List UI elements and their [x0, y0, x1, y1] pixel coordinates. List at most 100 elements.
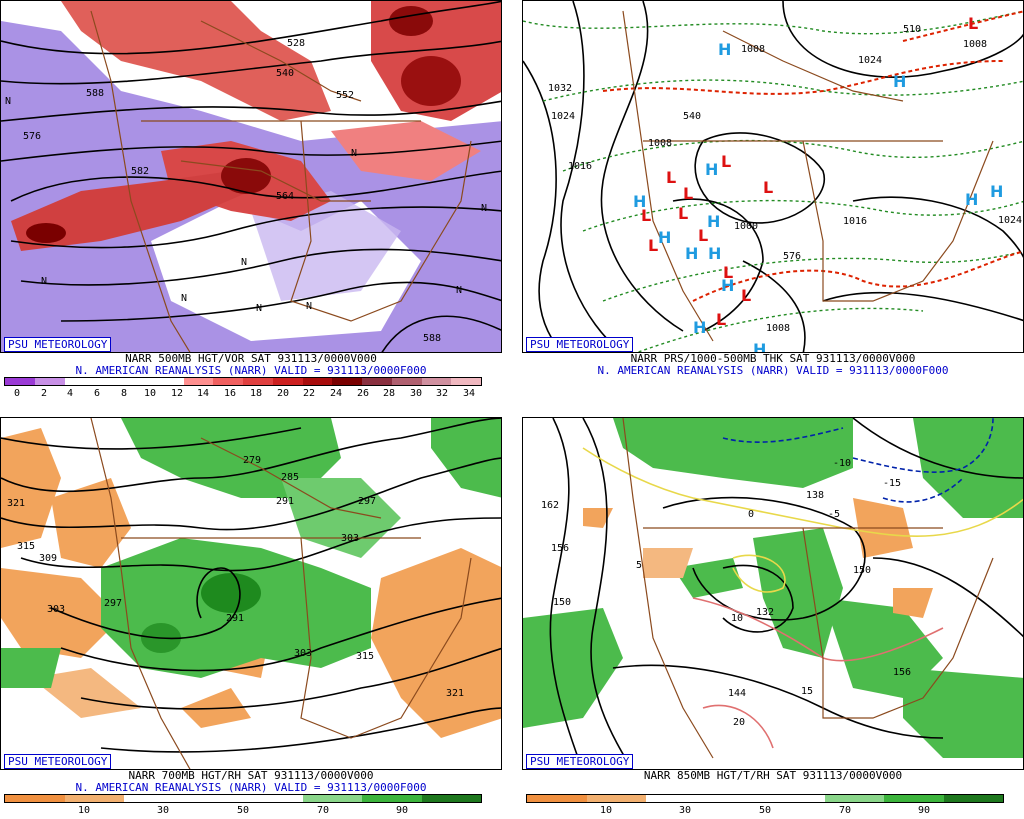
- map-700mb-svg: 279 285 291 297 303 321 315 309 303 297 …: [1, 418, 501, 769]
- contour-label: 1016: [568, 161, 592, 172]
- colorbar-tick-label: 12: [170, 388, 184, 399]
- psu-meteorology-credit: PSU METEOROLOGY: [526, 337, 634, 352]
- dry-region: [643, 548, 693, 578]
- colorbar-tick-label: 30: [409, 388, 423, 399]
- vorticity-max-4: [389, 6, 433, 36]
- contour-label: 132: [756, 607, 774, 618]
- contour-label: 15: [801, 686, 813, 697]
- colorbar-swatch: [34, 378, 65, 385]
- colorbar-tick-label: 22: [302, 388, 316, 399]
- colorbar-tick-label: 0: [13, 388, 21, 399]
- colorbar-tick-label: 26: [356, 388, 370, 399]
- low-marker: L: [716, 310, 726, 329]
- colorbar-swatch: [94, 378, 124, 385]
- vorticity-max-2: [26, 223, 66, 243]
- contour-label: N: [351, 148, 357, 159]
- low-marker: L: [741, 286, 751, 305]
- colorbar: [4, 377, 482, 386]
- contour-label: 10: [731, 613, 743, 624]
- geography-lines: [622, 10, 994, 342]
- contour-label: 138: [806, 490, 824, 501]
- colorbar-swatch: [124, 795, 184, 802]
- colorbar-swatch: [332, 378, 362, 385]
- colorbar-tick-label: 30: [678, 805, 692, 816]
- contour-label: 156: [551, 543, 569, 554]
- contour-label: 1024: [551, 111, 575, 122]
- contour-label: N: [481, 203, 487, 214]
- colorbar-tick-label: 2: [40, 388, 48, 399]
- freezing-thickness-line: [602, 10, 1023, 302]
- contour-label: 582: [131, 166, 149, 177]
- contour-label: 1024: [998, 215, 1022, 226]
- colorbar-swatch: [421, 795, 481, 802]
- contour-label: -10: [833, 458, 851, 469]
- colorbar-tick-label: 18: [249, 388, 263, 399]
- contour-label: 576: [23, 131, 41, 142]
- low-marker: L: [683, 184, 693, 203]
- colorbar-swatch: [243, 378, 273, 385]
- high-marker: H: [721, 276, 734, 295]
- low-marker: L: [641, 206, 651, 225]
- moist-region: [431, 418, 501, 498]
- colorbar-swatch: [451, 378, 481, 385]
- colorbar-tick-label: 32: [435, 388, 449, 399]
- colorbar-tick-label: 90: [395, 805, 409, 816]
- colorbar-swatch: [5, 795, 65, 802]
- colorbar-ticks: 0 2 4 6 8 10 12 14 16 18 20 22 24 26 28 30 32 34: [4, 388, 482, 401]
- contour-label: 150: [553, 597, 571, 608]
- panel-title: NARR 500MB HGT/VOR SAT 931113/0000V000: [125, 352, 377, 365]
- contour-labels-500: 576 528 540 552 588 582 564 588 N N N N …: [5, 38, 487, 344]
- high-marker: H: [708, 244, 721, 263]
- colorbar-tick-label: 10: [143, 388, 157, 399]
- contour-label: 291: [226, 613, 244, 624]
- contour-label: 315: [356, 651, 374, 662]
- moist-region: [903, 668, 1023, 758]
- contour-label: 588: [423, 333, 441, 344]
- panel-subtitle: N. AMERICAN REANALYSIS (NARR) VALID = 93…: [597, 364, 949, 377]
- contour-label: 1024: [858, 55, 882, 66]
- geography-lines: [622, 418, 994, 759]
- dry-region: [31, 668, 141, 718]
- low-marker: L: [648, 236, 658, 255]
- low-marker: L: [723, 263, 733, 282]
- contour-label: 291: [276, 496, 294, 507]
- pos-vorticity-band-north: [61, 1, 331, 121]
- colorbar-swatch: [183, 378, 214, 385]
- contour-label: 1008: [963, 39, 987, 50]
- moist-core: [201, 573, 261, 613]
- low-marker: L: [678, 204, 688, 223]
- contour-label: 1008: [766, 323, 790, 334]
- colorbar-swatch: [183, 795, 243, 802]
- colorbar-swatch: [213, 378, 243, 385]
- low-pressure-markers: L L L L L L L L L L L L: [641, 14, 978, 329]
- colorbar-swatch: [765, 795, 825, 802]
- colorbar-tick-label: 30: [156, 805, 170, 816]
- contour-label: 1008: [741, 44, 765, 55]
- height-contours: [1, 1, 501, 352]
- colorbar-tick-label: 8: [120, 388, 128, 399]
- contour-label: 144: [728, 688, 746, 699]
- colorbar-ticks: 10 30 50 70 90: [526, 805, 1004, 818]
- colorbar-tick-label: 70: [838, 805, 852, 816]
- colorbar-swatch: [646, 795, 706, 802]
- contour-label: 303: [341, 533, 359, 544]
- colorbar-tick-label: 50: [758, 805, 772, 816]
- contour-label: 564: [276, 191, 294, 202]
- high-marker: H: [965, 190, 978, 209]
- contour-label: -15: [883, 478, 901, 489]
- contour-label: N: [241, 257, 247, 268]
- colorbar-tick-label: 10: [77, 805, 91, 816]
- colorbar-swatch: [391, 378, 422, 385]
- contour-label: 150: [853, 565, 871, 576]
- moist-region: [753, 528, 843, 658]
- contour-labels-prs: 1032 1024 1016 1008 1008 1000 1008 1016 …: [548, 24, 1022, 334]
- contour-label: 297: [358, 496, 376, 507]
- colorbar-tick-label: 34: [462, 388, 476, 399]
- colorbar-swatch: [362, 378, 392, 385]
- moist-region: [1, 648, 61, 688]
- colorbar-swatch: [586, 795, 646, 802]
- colorbar-swatch: [943, 795, 1003, 802]
- high-marker: H: [658, 228, 671, 247]
- colorbar-tick-label: 24: [329, 388, 343, 399]
- panel-title: NARR 850MB HGT/T/RH SAT 931113/0000V000: [643, 769, 903, 782]
